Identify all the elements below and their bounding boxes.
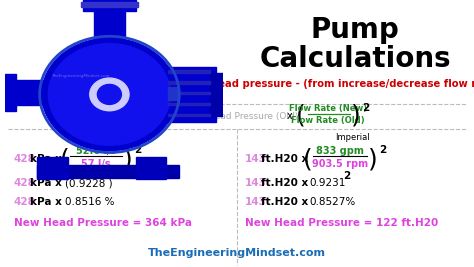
Circle shape [42, 38, 177, 151]
Text: Head pressure - (from increase/decrease flow rate): Head pressure - (from increase/decrease … [210, 79, 474, 89]
Bar [81, 2, 138, 7]
Bar [94, 4, 125, 45]
Text: x: x [287, 111, 293, 121]
Bar [37, 165, 179, 178]
Text: 52.6 l/s: 52.6 l/s [76, 146, 116, 156]
Text: (: ( [296, 104, 306, 128]
Text: 2: 2 [379, 145, 386, 155]
Text: (: ( [60, 147, 70, 171]
Text: 2: 2 [134, 145, 141, 155]
Text: ft.H20 x: ft.H20 x [261, 197, 308, 207]
Text: Flow Rate (Old): Flow Rate (Old) [291, 116, 365, 125]
Circle shape [90, 78, 129, 111]
Text: Metric: Metric [105, 132, 131, 142]
Bar [168, 114, 210, 116]
Text: ): ) [368, 147, 378, 171]
Text: 2: 2 [343, 171, 350, 181]
Text: TheEngineeringMindset.com: TheEngineeringMindset.com [52, 74, 110, 78]
Text: (0.9228 ): (0.9228 ) [65, 178, 113, 188]
Bar [136, 157, 166, 179]
Circle shape [48, 44, 171, 145]
Text: 57 l/s: 57 l/s [81, 159, 111, 169]
Text: (: ( [303, 147, 313, 171]
Text: 143: 143 [245, 154, 267, 164]
Text: 0.8527%: 0.8527% [309, 197, 355, 207]
Text: 428: 428 [14, 154, 36, 164]
Text: 2: 2 [362, 103, 369, 113]
Text: Pump: Pump [310, 16, 400, 44]
Text: ft.H20 x: ft.H20 x [261, 154, 308, 164]
Bar [5, 80, 44, 105]
Text: Calculations: Calculations [259, 45, 451, 73]
Text: 2: 2 [112, 171, 119, 181]
Text: Head Pressure (New): Head Pressure (New) [108, 112, 216, 120]
Bar [168, 67, 216, 122]
Text: kPa x: kPa x [30, 197, 62, 207]
Text: 143: 143 [245, 197, 267, 207]
Text: 143: 143 [245, 178, 267, 188]
Bar [168, 81, 210, 84]
Text: 0.9231: 0.9231 [309, 178, 346, 188]
Text: 428: 428 [14, 178, 36, 188]
Bar [168, 103, 210, 105]
Bar [5, 74, 16, 111]
Text: kPa x: kPa x [30, 154, 62, 164]
Bar [37, 157, 68, 179]
Text: TheEngineeringMindset.com: TheEngineeringMindset.com [148, 248, 326, 258]
Text: 833 gpm: 833 gpm [316, 146, 364, 156]
Text: Flow Rate (New): Flow Rate (New) [289, 104, 367, 113]
Text: ): ) [351, 104, 361, 128]
Text: Formula:: Formula: [68, 111, 117, 121]
Text: 903.5 rpm: 903.5 rpm [312, 159, 368, 169]
Text: =: = [200, 111, 208, 121]
Bar [83, 0, 136, 11]
Bar [210, 73, 223, 116]
Text: New Head Pressure = 364 kPa: New Head Pressure = 364 kPa [14, 218, 192, 228]
Bar [168, 87, 179, 100]
Text: New Head Pressure = 122 ft.H20: New Head Pressure = 122 ft.H20 [245, 218, 438, 228]
Bar [168, 92, 210, 95]
Text: 428: 428 [14, 197, 36, 207]
Text: 0.8516 %: 0.8516 % [65, 197, 115, 207]
Text: ): ) [123, 147, 133, 171]
Circle shape [98, 84, 121, 104]
Bar [168, 70, 210, 73]
Text: kPa x: kPa x [30, 178, 62, 188]
Text: Head Pressure (Old): Head Pressure (Old) [208, 112, 298, 120]
Text: ft.H20 x: ft.H20 x [261, 178, 308, 188]
Text: Imperial: Imperial [335, 132, 369, 142]
